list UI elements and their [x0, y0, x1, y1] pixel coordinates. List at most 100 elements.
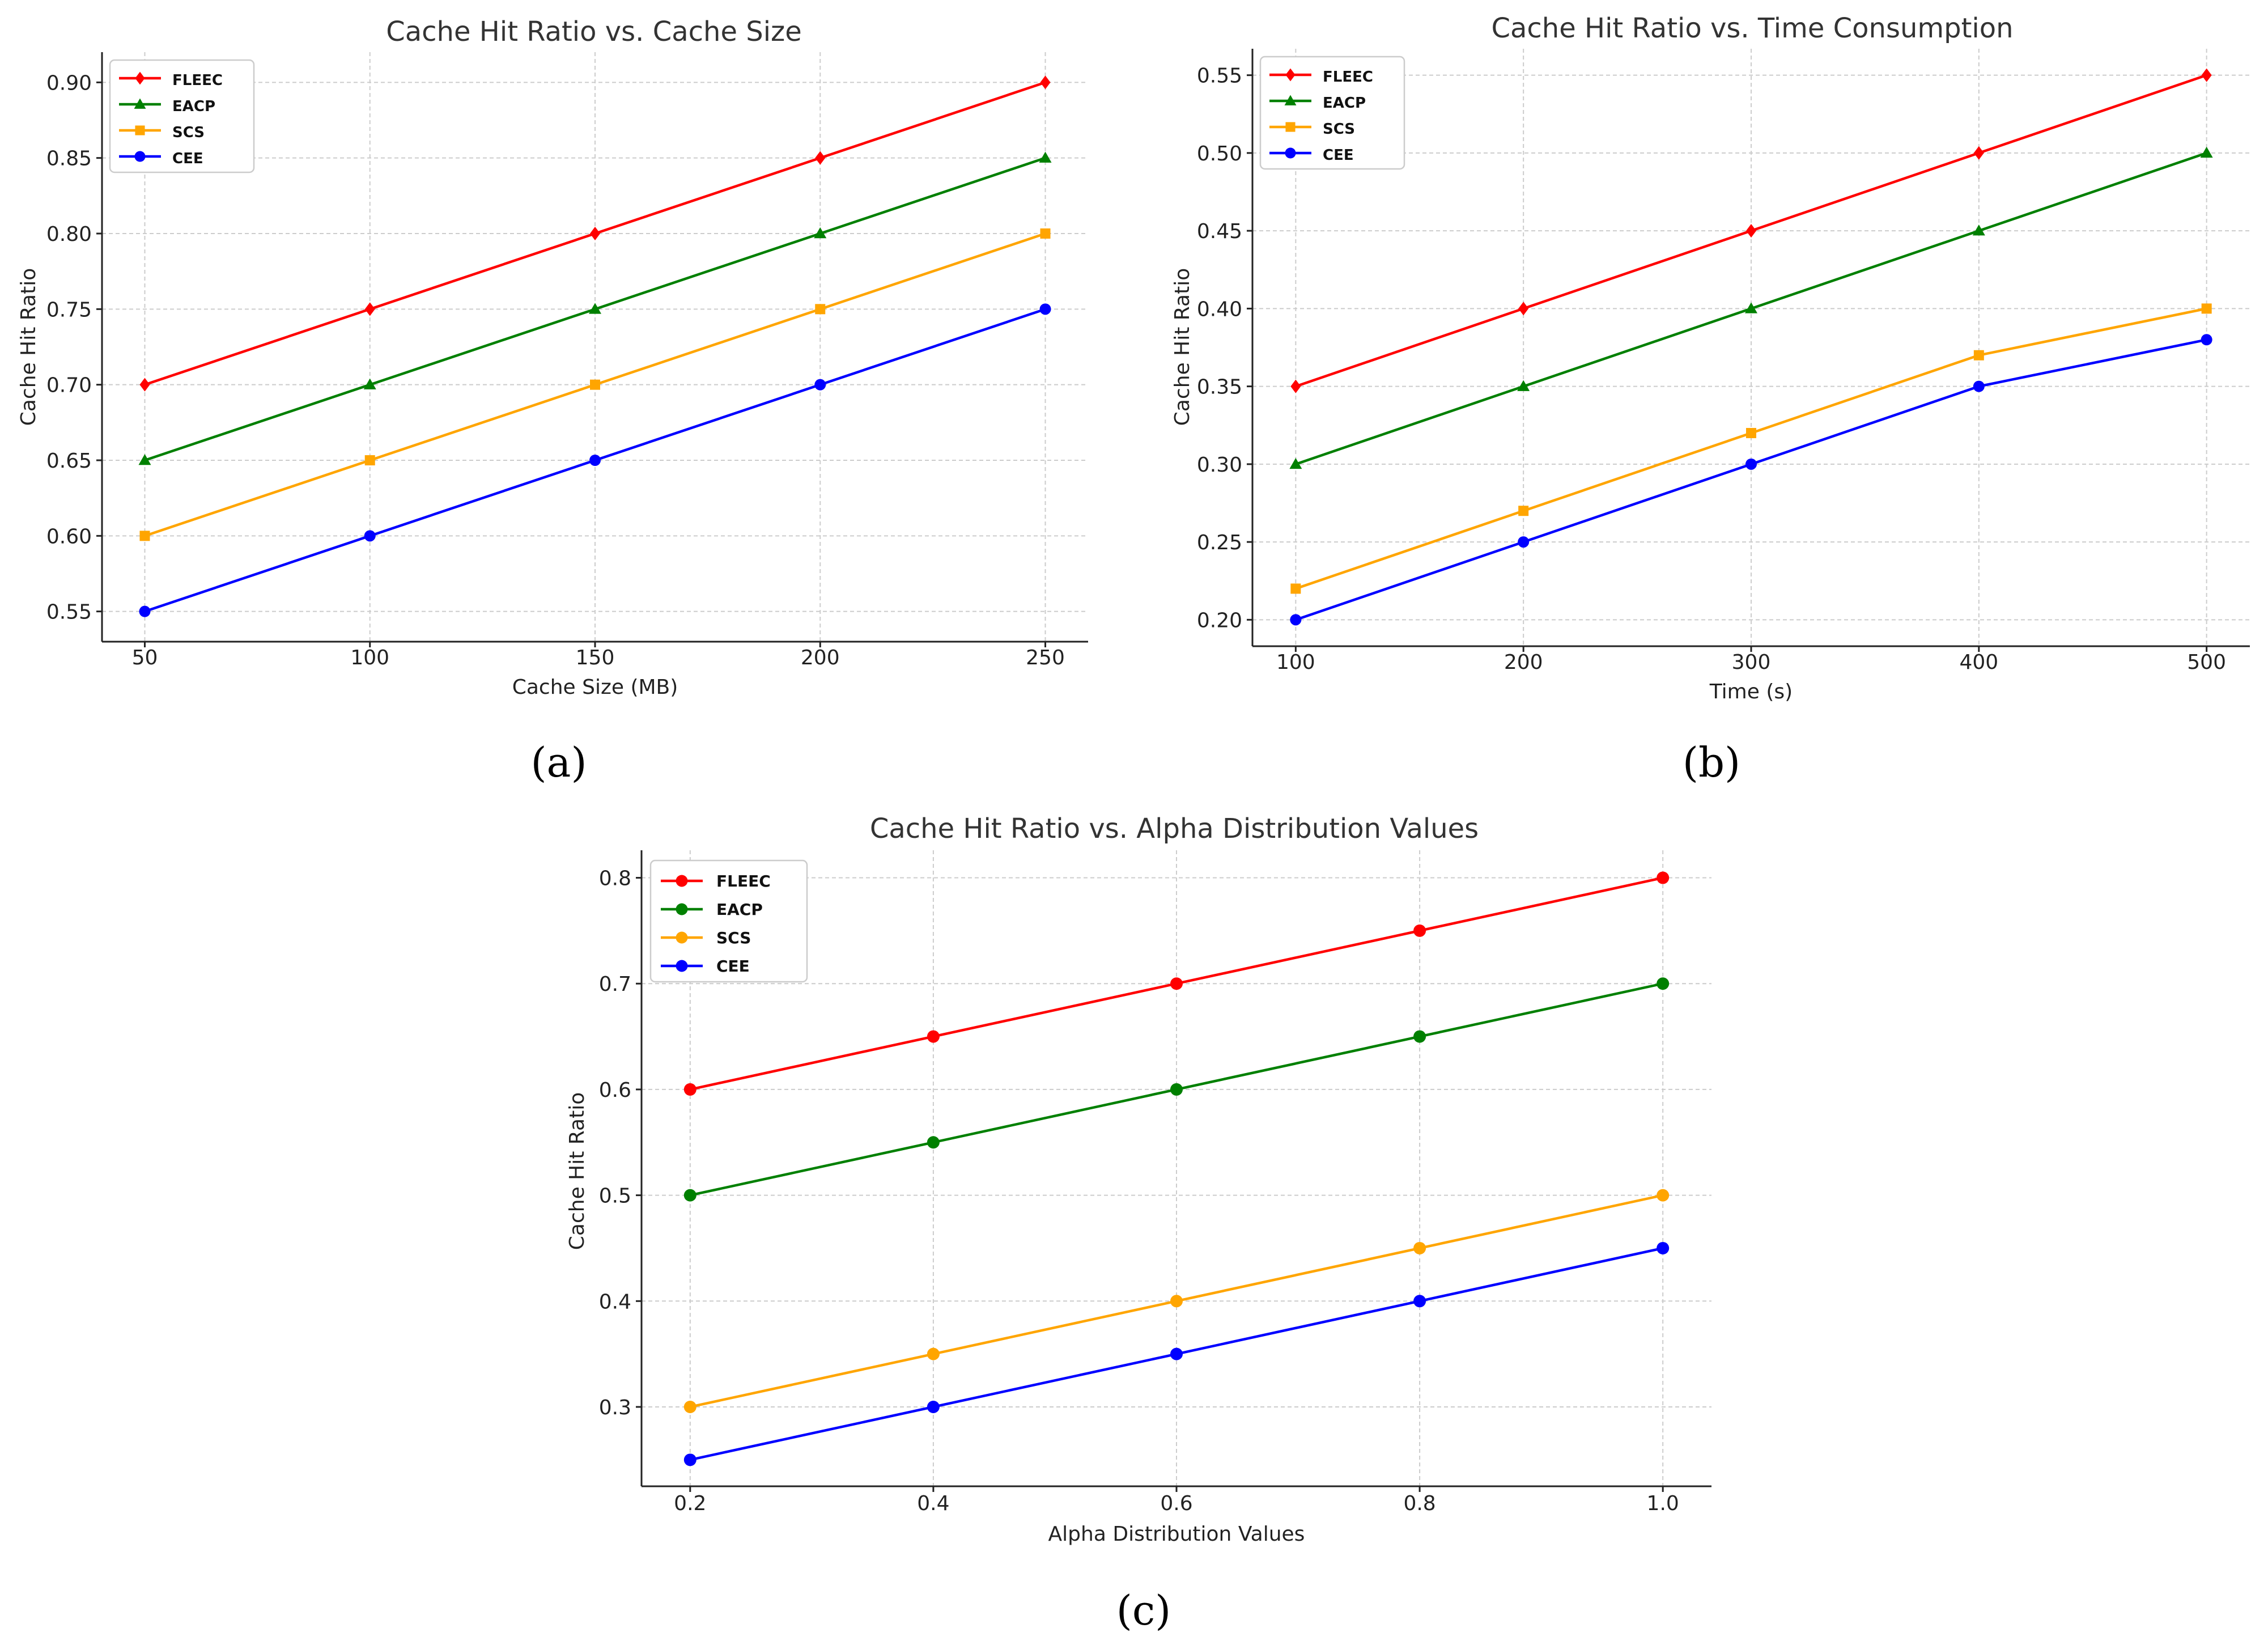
chart-b-xtick-label: 300: [1732, 651, 1771, 674]
chart-b-point-eacp: [1289, 457, 1302, 469]
chart-c-ytick-label: 0.3: [599, 1396, 631, 1419]
chart-c-y-ticks: 0.3 0.4 0.5 0.6 0.7 0.8: [599, 867, 631, 1419]
chart-c-point-fleec: [683, 1083, 696, 1096]
chart-b-y-axis-label: Cache Hit Ratio: [1171, 268, 1194, 426]
chart-c-ytick-label: 0.8: [599, 867, 631, 891]
chart-c: Cache Hit Ratio vs. Alpha Distribution V…: [566, 813, 1711, 1634]
chart-b-point-fleec: [1746, 224, 1756, 238]
chart-b-point-fleec: [1290, 379, 1301, 393]
chart-b-xtick-label: 500: [2187, 651, 2226, 674]
chart-c-point-scs: [1413, 1241, 1426, 1254]
chart-b-ytick-label: 0.50: [1197, 142, 1242, 166]
chart-b-ytick-label: 0.20: [1197, 609, 1242, 632]
chart-c-point-fleec: [1170, 977, 1183, 990]
chart-c-legend-marker-eacp: [676, 903, 688, 915]
chart-a-ytick-label: 0.85: [46, 147, 92, 171]
chart-b-legend-marker-fleec: [1285, 68, 1296, 82]
chart-b-legend-label: CEE: [1323, 147, 1354, 164]
chart-b-xtick-label: 400: [1959, 651, 1998, 674]
chart-c-ytick-label: 0.5: [599, 1185, 631, 1208]
chart-a-point-eacp: [589, 303, 601, 314]
chart-b-legend-marker-cee: [1285, 147, 1296, 159]
chart-c-x-ticks: 0.2 0.4 0.6 0.8 1.0: [674, 1492, 1679, 1515]
chart-a-legend-box: [109, 59, 255, 173]
chart-b-title: Cache Hit Ratio vs. Time Consumption: [1491, 12, 2013, 44]
chart-a-series: [138, 75, 1052, 617]
chart-a-point-eacp: [1039, 151, 1052, 163]
chart-b-series: [1289, 68, 2213, 626]
chart-a-ytick-label: 0.70: [46, 374, 92, 397]
chart-c-legend-label: SCS: [716, 929, 751, 947]
chart-c-y-axis-label: Cache Hit Ratio: [566, 1092, 589, 1250]
chart-a-point-eacp: [138, 454, 151, 465]
chart-a-point-scs: [139, 531, 150, 541]
chart-a-y-axis-label: Cache Hit Ratio: [17, 268, 40, 426]
chart-c-point-fleec: [1657, 871, 1670, 884]
chart-c-ytick-label: 0.6: [599, 1079, 631, 1102]
chart-a: Cache Hit Ratio vs. Cache Size 0.55 0.60…: [17, 16, 1088, 786]
chart-c-point-cee: [1657, 1241, 1670, 1254]
chart-b-legend-label: FLEEC: [1323, 69, 1373, 86]
chart-c-legend-marker-cee: [676, 960, 688, 972]
chart-a-point-eacp: [363, 378, 376, 389]
chart-b-ytick-label: 0.30: [1197, 453, 1242, 477]
chart-a-ytick-label: 0.65: [46, 450, 92, 473]
chart-a-point-cee: [1039, 303, 1051, 315]
chart-a-y-ticks: 0.55 0.60 0.65 0.70 0.75 0.80 0.85 0.90: [46, 71, 92, 624]
chart-c-point-scs: [1657, 1189, 1670, 1202]
chart-c-point-eacp: [1657, 977, 1670, 990]
chart-a-caption: (a): [530, 739, 587, 786]
chart-a-point-eacp: [814, 227, 827, 239]
chart-c-point-scs: [1170, 1295, 1183, 1308]
chart-a-xtick-label: 50: [132, 646, 158, 669]
chart-b-xtick-label: 100: [1276, 651, 1315, 674]
chart-b-axes: [1247, 49, 2250, 652]
chart-c-xtick-label: 0.6: [1160, 1492, 1192, 1515]
chart-b-x-axis-label: Time (s): [1709, 680, 1793, 703]
chart-b-point-cee: [1973, 380, 1985, 392]
chart-a-point-cee: [814, 379, 826, 391]
chart-b-point-cee: [1518, 536, 1530, 548]
chart-b-xtick-label: 200: [1504, 651, 1543, 674]
chart-a-point-scs: [1040, 228, 1051, 239]
chart-a-ytick-label: 0.55: [46, 601, 92, 624]
chart-a-point-fleec: [364, 302, 375, 316]
chart-c-series: [683, 871, 1670, 1466]
chart-c-x-axis-label: Alpha Distribution Values: [1048, 1523, 1305, 1546]
chart-a-legend-label: CEE: [172, 150, 203, 167]
chart-b-x-ticks: 100 200 300 400 500: [1276, 651, 2226, 674]
chart-c-point-fleec: [927, 1030, 940, 1043]
chart-b-point-eacp: [2200, 146, 2213, 158]
chart-b-point-scs: [1290, 583, 1301, 594]
chart-c-point-cee: [683, 1453, 696, 1466]
chart-b-legend-marker-scs: [1285, 122, 1296, 132]
chart-b-legend-label: SCS: [1323, 121, 1355, 138]
chart-c-legend-label: FLEEC: [716, 872, 771, 891]
chart-a-ytick-label: 0.75: [46, 298, 92, 321]
chart-c-point-cee: [1413, 1295, 1426, 1308]
chart-a-xtick-label: 200: [801, 646, 840, 669]
chart-c-point-scs: [683, 1400, 696, 1413]
chart-b-legend-marker-eacp: [1284, 95, 1297, 105]
chart-b-point-cee: [1290, 614, 1302, 626]
chart-c-legend-label: CEE: [716, 957, 750, 976]
chart-b-point-eacp: [1972, 224, 1985, 236]
chart-a-ytick-label: 0.80: [46, 223, 92, 246]
chart-b-y-ticks: 0.20 0.25 0.30 0.35 0.40 0.45 0.50 0.55: [1197, 65, 1242, 633]
chart-a-legend-label: FLEEC: [172, 72, 223, 89]
chart-c-point-eacp: [927, 1136, 940, 1149]
chart-a-point-cee: [139, 605, 151, 617]
chart-a-point-scs: [364, 455, 375, 465]
chart-b-point-eacp: [1745, 302, 1757, 313]
chart-c-point-fleec: [1413, 924, 1426, 937]
chart-a-point-cee: [589, 455, 601, 466]
chart-a-axes: [96, 52, 1088, 647]
chart-c-xtick-label: 0.2: [674, 1492, 706, 1515]
chart-b-point-fleec: [1518, 302, 1529, 316]
chart-a-point-cee: [364, 530, 376, 542]
chart-b-point-eacp: [1517, 380, 1530, 391]
chart-c-xtick-label: 1.0: [1647, 1492, 1679, 1515]
chart-c-legend-marker-fleec: [676, 875, 688, 887]
chart-b-point-fleec: [2201, 68, 2212, 82]
chart-a-xtick-label: 250: [1026, 646, 1065, 669]
